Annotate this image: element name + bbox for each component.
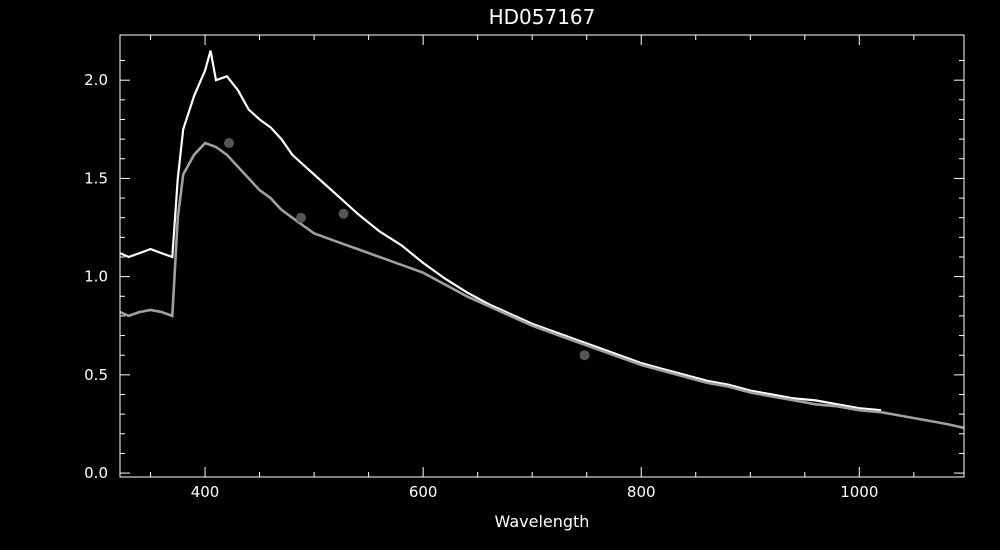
photometric-point [579,350,590,361]
spectrum-line-white [119,50,882,412]
x-tick-label: 1000 [840,483,878,501]
plot-frame [119,34,965,478]
y-tick-label: 1.0 [84,268,108,286]
y-tick-label: 0.5 [84,366,108,384]
y-tick-label: 1.5 [84,169,108,187]
x-tick-label: 800 [627,483,656,501]
x-axis-label: Wavelength [495,512,590,531]
x-tick-label: 400 [191,483,220,501]
spectrum-line-gray [119,141,965,430]
photometric-point [338,208,349,219]
series-layer [119,50,965,430]
y-tick-label: 0.0 [84,464,108,482]
axis-layer: 400 600 800 1000 0.0 0.5 1.0 1.5 2.0 [84,35,964,501]
photometric-point [224,138,235,149]
x-tick-label: 600 [409,483,438,501]
chart-title: HD057167 [489,5,596,29]
photometric-point [296,212,307,223]
y-tick-label: 2.0 [84,71,108,89]
